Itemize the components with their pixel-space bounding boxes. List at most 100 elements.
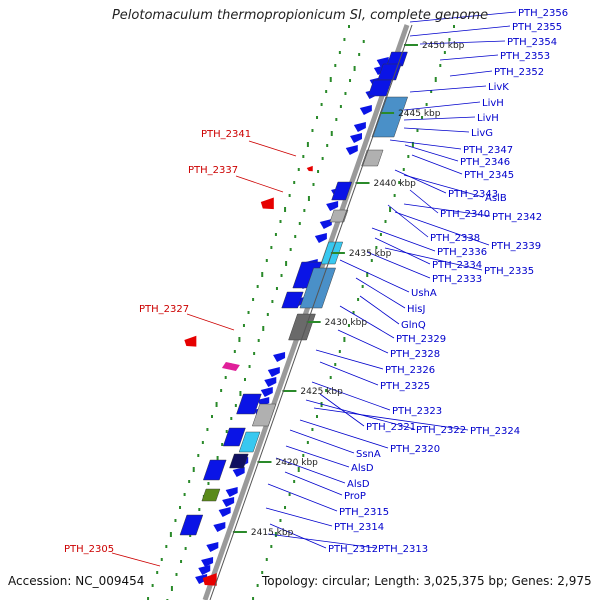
gc-dot [274, 233, 277, 236]
gene-arrow [225, 487, 238, 497]
gene-label[interactable]: PTH_2315 [339, 507, 389, 518]
gc-dot [389, 207, 392, 212]
gene-label[interactable]: PTH_2340 [440, 209, 490, 220]
label-leader [403, 116, 476, 121]
gene-label[interactable]: GlnQ [401, 320, 426, 331]
label-leader [275, 457, 346, 484]
gene-label[interactable]: PTH_2333 [432, 274, 482, 285]
gc-dot [151, 584, 154, 587]
gene-label[interactable]: PTH_2356 [518, 8, 568, 19]
gc-dot [183, 493, 186, 496]
gene-label[interactable]: PTH_2329 [396, 334, 446, 345]
gene-label[interactable]: PTH_2334 [432, 260, 482, 271]
gc-dot [215, 402, 218, 407]
gene-label[interactable]: AslB [485, 193, 507, 204]
gc-dot [330, 131, 333, 136]
gene-label[interactable]: PTH_2326 [385, 365, 435, 376]
gene-label[interactable]: PTH_2355 [512, 22, 562, 33]
gene-arrow [326, 201, 339, 211]
gene-label[interactable]: PTH_2353 [500, 51, 550, 62]
gene-label-red[interactable]: PTH_2341 [201, 129, 251, 140]
gene-arrow [218, 507, 231, 517]
gc-dot [266, 313, 269, 316]
gene-label[interactable]: PTH_2335 [484, 266, 534, 277]
gene-label[interactable]: PTH_2343 [448, 189, 498, 200]
gc-dot [238, 337, 241, 342]
gene-label[interactable]: AlsD [347, 479, 370, 490]
gene-label[interactable]: LivG [471, 128, 493, 139]
label-leader [339, 305, 395, 339]
gc-dot [293, 181, 296, 184]
gene-label[interactable]: PTH_2339 [491, 241, 541, 252]
gene-labels: PTH_2356 PTH_2355 PTH_2354 PTH_2353 PTH_2352… [64, 8, 568, 555]
gene-label[interactable]: PTH_2325 [380, 381, 430, 392]
gene-label[interactable]: HisJ [407, 304, 425, 315]
gene-label[interactable]: LivK [488, 82, 509, 93]
gene-label[interactable]: PTH_2352 [494, 67, 544, 78]
gene-arrow [198, 565, 211, 575]
gene-label-red[interactable]: PTH_2305 [64, 544, 114, 555]
gc-dot [252, 298, 255, 301]
gc-dot [248, 365, 251, 368]
gene-block [203, 459, 227, 481]
gene-label-red[interactable]: PTH_2327 [139, 304, 189, 315]
red-label-leader [248, 140, 297, 157]
gc-dot-tracks [147, 25, 455, 600]
gene-label[interactable]: PTH_2314 [334, 522, 384, 533]
gene-label[interactable]: PTH_2323 [392, 406, 442, 417]
label-leader [411, 154, 463, 175]
label-leader [337, 329, 389, 354]
gc-dot [256, 584, 259, 587]
gc-dot [384, 220, 387, 223]
gene-block [238, 431, 261, 453]
gc-dot [434, 77, 437, 82]
gc-dot [370, 259, 373, 262]
gene-label[interactable]: ProP [344, 491, 366, 502]
gene-label[interactable]: SsnA [356, 449, 381, 460]
gene-label[interactable]: PTH_2342 [492, 212, 542, 223]
gc-dot [253, 352, 256, 355]
gc-dot [443, 51, 446, 54]
gc-dot [261, 272, 264, 277]
gc-dot [306, 441, 309, 444]
gene-label[interactable]: PTH_2345 [464, 170, 514, 181]
gc-dot [357, 298, 360, 301]
gene-label[interactable]: PTH_2321 [366, 422, 416, 433]
gene-label-red[interactable]: PTH_2337 [188, 165, 238, 176]
gc-dot [230, 417, 233, 420]
gene-label[interactable]: PTH_2312 [328, 544, 378, 555]
gc-dot [179, 506, 182, 509]
gene-label[interactable]: AlsD [351, 463, 374, 474]
gc-dot [448, 38, 451, 41]
gene-label[interactable]: PTH_2322 [416, 425, 466, 436]
gene-label[interactable]: PTH_2324 [470, 426, 520, 437]
gene-arrow [359, 105, 372, 115]
gene-label[interactable]: LivH [482, 98, 504, 109]
label-leaders [111, 11, 517, 567]
label-leader [355, 277, 406, 309]
gene-label[interactable]: PTH_2354 [507, 37, 557, 48]
gene-label[interactable]: PTH_2346 [460, 157, 510, 168]
gc-dot [297, 168, 300, 171]
gene-label[interactable]: PTH_2328 [390, 349, 440, 360]
gc-dot [293, 480, 296, 483]
gene-label[interactable]: PTH_2320 [390, 444, 440, 455]
gene-label[interactable]: PTH_2313 [378, 544, 428, 555]
gene-arrow [213, 522, 226, 532]
label-leader [403, 101, 481, 111]
gc-dot [416, 129, 419, 132]
gene-label[interactable]: PTH_2338 [430, 233, 480, 244]
gene-label[interactable]: PTH_2336 [437, 247, 487, 258]
label-leader [387, 204, 429, 238]
gc-dot [298, 222, 301, 225]
gene-arrow [267, 367, 280, 377]
gene-label[interactable]: LivH [477, 113, 499, 124]
gc-dot [326, 144, 329, 147]
map-title: Pelotomaculum thermopropionicum SI, comp… [111, 8, 489, 23]
label-leader [409, 85, 487, 93]
gene-label[interactable]: UshA [411, 288, 437, 299]
gene-label[interactable]: PTH_2347 [463, 145, 513, 156]
gene-magenta [221, 362, 240, 371]
label-leader [419, 40, 506, 45]
